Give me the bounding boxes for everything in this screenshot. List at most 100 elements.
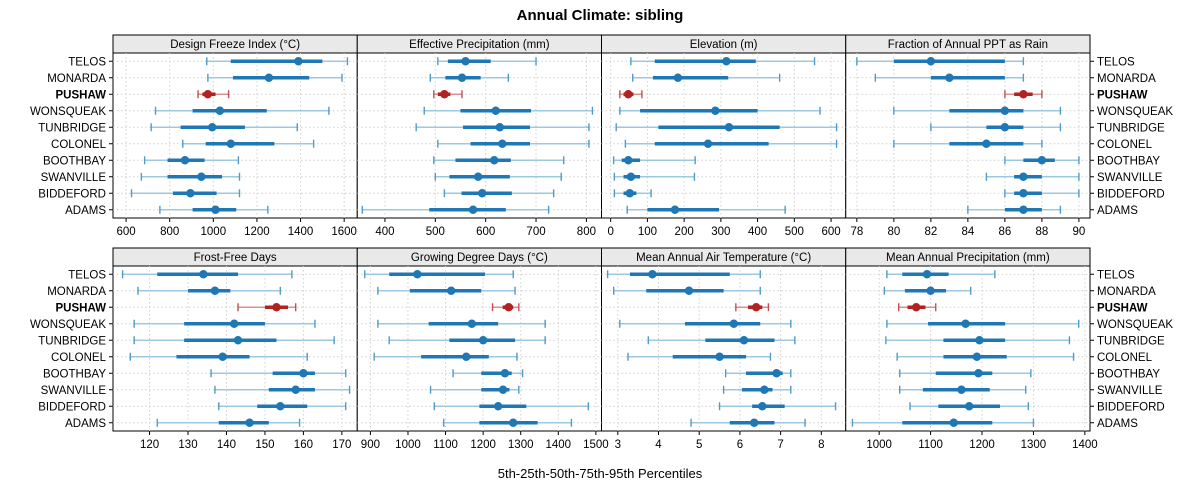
interval-colonel [373, 352, 518, 361]
interval-pushaw [735, 303, 770, 312]
interval-telos [364, 270, 514, 279]
site-label-left-adams: ADAMS [65, 418, 106, 430]
median-dot [911, 303, 921, 312]
x-tick-label: 600 [476, 226, 495, 238]
interval-biddeford [433, 402, 590, 411]
interval-boothbay [899, 369, 1032, 378]
panel-strip-title: Frost-Free Days [194, 252, 277, 264]
interval-biddeford [909, 402, 1029, 411]
interval-pushaw [491, 303, 520, 312]
median-dot [208, 123, 217, 132]
interval-adams [159, 205, 269, 214]
median-dot [772, 369, 781, 378]
interval-adams [851, 418, 1035, 427]
interval-boothbay [433, 156, 565, 165]
interval-tunbridge [885, 336, 1071, 345]
interval-monarda [874, 73, 1025, 82]
median-dot [491, 106, 500, 115]
panel-strip-title: Mean Annual Air Temperature (°C) [636, 252, 811, 264]
median-dot [945, 73, 954, 82]
interval-tunbridge [133, 336, 335, 345]
site-label-right-colonel: COLONEL [1097, 139, 1153, 151]
interval-wonsqueak [154, 106, 330, 115]
site-label-left-tunbridge: TUNBRIDGE [38, 335, 106, 347]
x-tick-label: 6 [737, 439, 743, 451]
x-tick-label: 300 [711, 226, 730, 238]
x-tick-label: 1600 [331, 226, 357, 238]
median-dot [739, 336, 749, 345]
x-tick-label: 400 [375, 226, 394, 238]
median-dot [760, 385, 769, 394]
interval-pushaw [433, 90, 463, 99]
site-label-left-adams: ADAMS [65, 205, 106, 217]
panel-mean-annual-precipitation-mm-: Mean Annual Precipitation (mm) 1000 1100 12… [845, 247, 1098, 451]
x-tick-label: 700 [526, 226, 545, 238]
median-dot [498, 139, 507, 148]
interval-pushaw [237, 303, 297, 312]
x-tick-label: 800 [577, 226, 596, 238]
interval-colonel [627, 352, 772, 361]
interval-pushaw [619, 90, 643, 99]
interval-telos [437, 57, 537, 66]
median-dot [626, 172, 636, 181]
median-dot [1000, 123, 1010, 132]
site-label-right-wonsqueak: WONSQUEAK [1097, 319, 1173, 331]
interval-swanville [985, 172, 1080, 181]
interval-monarda [632, 73, 781, 82]
site-label-left-telos: TELOS [68, 56, 106, 68]
interval-colonel [896, 352, 1075, 361]
median-dot [413, 270, 422, 279]
site-label-left-monarda: MONARDA [47, 286, 106, 298]
interval-wonsqueak [133, 319, 316, 328]
x-tick-label: 800 [160, 226, 179, 238]
x-tick-label: 8 [818, 439, 824, 451]
interval-swanville [722, 385, 792, 394]
interval-telos [886, 270, 996, 279]
median-dot [961, 319, 970, 328]
median-dot [964, 402, 974, 411]
median-dot [500, 369, 510, 378]
x-tick-label: 1300 [508, 439, 534, 451]
x-tick-label: 150 [255, 439, 274, 451]
median-dot [982, 139, 991, 148]
panel-box [356, 265, 602, 432]
site-label-left-biddeford: BIDDEFORD [38, 188, 106, 200]
site-label-left-swanville: SWANVILLE [41, 385, 107, 397]
median-dot [624, 90, 633, 99]
x-tick-label: 170 [332, 439, 351, 451]
median-dot [215, 106, 225, 115]
x-tick-label: 1300 [1021, 439, 1047, 451]
site-label-right-adams: ADAMS [1097, 418, 1138, 430]
median-dot [495, 123, 504, 132]
median-dot [926, 57, 936, 66]
x-tick-label: 3 [615, 439, 621, 451]
interval-colonel [624, 139, 838, 148]
median-dot [1000, 106, 1010, 115]
site-label-left-swanville: SWANVILLE [41, 172, 107, 184]
median-dot [974, 369, 983, 378]
median-dot [949, 418, 958, 427]
median-dot [440, 90, 449, 99]
panel-fraction-of-annual-ppt-as-rain: Fraction of Annual PPT as Rain 78 80 82 84 86… [845, 34, 1091, 238]
site-label-right-pushaw: PUSHAW [1097, 89, 1148, 101]
site-label-left-biddeford: BIDDEFORD [38, 401, 106, 413]
median-dot [624, 156, 633, 165]
x-tick-label: 82 [924, 226, 937, 238]
interval-tunbridge [647, 336, 796, 345]
interval-telos [606, 270, 761, 279]
site-label-right-wonsqueak: WONSQUEAK [1097, 106, 1173, 118]
site-label-right-boothbay: BOOTHBAY [1097, 368, 1160, 380]
median-dot [186, 189, 195, 198]
panel-strip-title: Fraction of Annual PPT as Rain [888, 39, 1048, 51]
interval-pushaw [898, 303, 937, 312]
median-dot [490, 156, 499, 165]
interval-biddeford [443, 189, 555, 198]
x-tick-label: 84 [961, 226, 974, 238]
interval-colonel [129, 352, 308, 361]
median-dot [648, 270, 657, 279]
interval-boothbay [1004, 156, 1080, 165]
median-dot [975, 336, 984, 345]
median-dot [294, 57, 303, 66]
median-dot [467, 319, 477, 328]
